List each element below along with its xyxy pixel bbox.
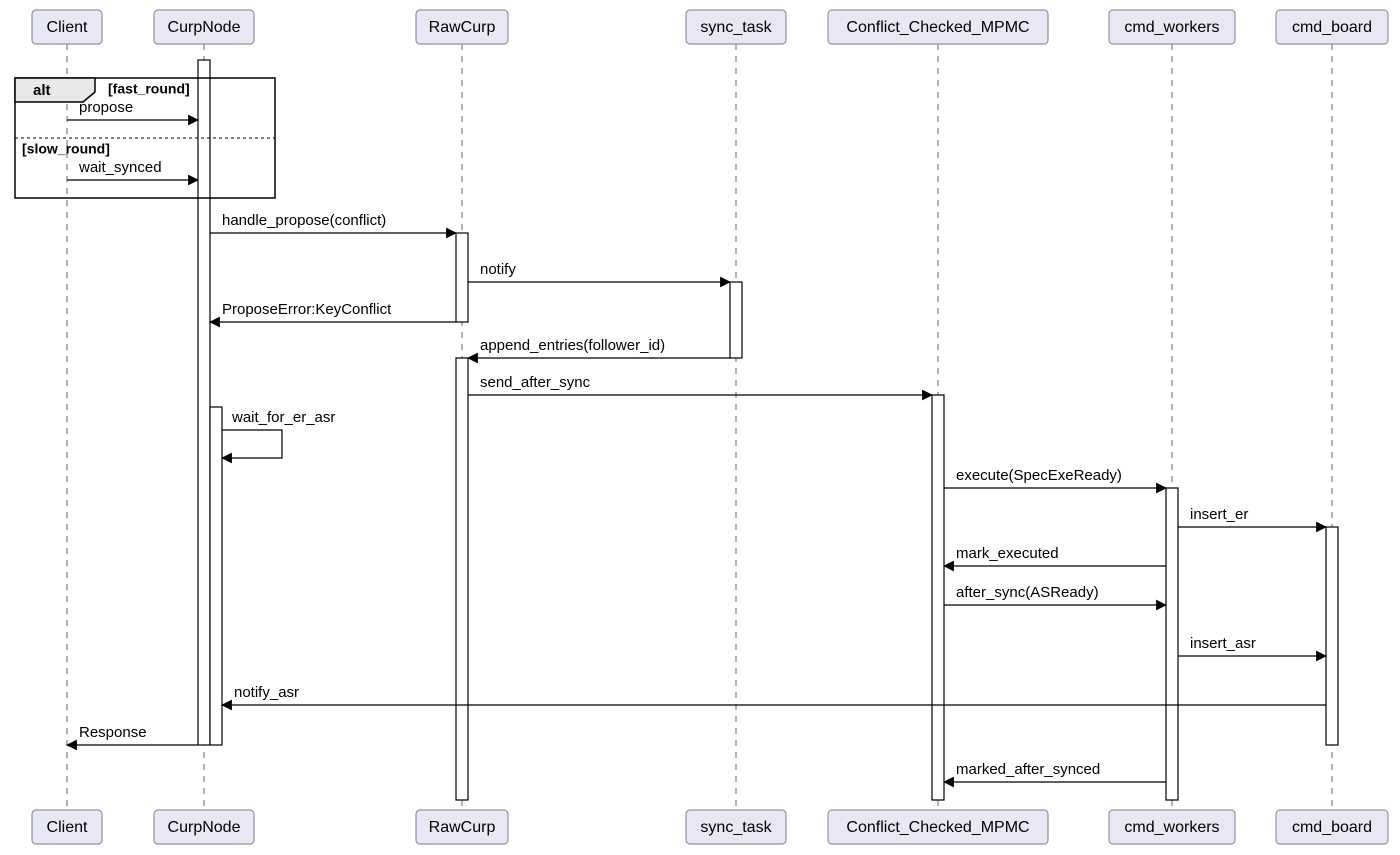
participant-label-synctask: sync_task: [700, 19, 772, 36]
participant-label-workers: cmd_workers: [1124, 819, 1219, 836]
participant-label-curpnode: CurpNode: [168, 19, 241, 36]
participant-label-mpmc: Conflict_Checked_MPMC: [846, 819, 1029, 836]
participant-label-rawcurp: RawCurp: [429, 19, 496, 36]
participant-label-board: cmd_board: [1292, 19, 1372, 36]
message-label: marked_after_synced: [956, 761, 1100, 778]
activation-rawcurp: [456, 358, 468, 800]
activation-curpnode: [210, 407, 222, 745]
activation-curpnode: [198, 60, 210, 745]
sequence-diagram: alt [fast_round] [slow_round] propose wait_s…: [0, 0, 1400, 855]
message-label: append_entries(follower_id): [480, 337, 665, 354]
participant-label-client: Client: [47, 819, 88, 836]
message-label: after_sync(ASReady): [956, 584, 1099, 601]
participant-label-mpmc: Conflict_Checked_MPMC: [846, 19, 1029, 36]
activation-rawcurp: [456, 233, 468, 322]
message-label: propose: [79, 99, 133, 116]
message-label: handle_propose(conflict): [222, 212, 386, 229]
message-label: notify: [480, 261, 516, 278]
message-label: wait_for_er_asr: [231, 409, 335, 426]
alt-label: alt: [33, 82, 51, 99]
participant-label-workers: cmd_workers: [1124, 19, 1219, 36]
participant-label-curpnode: CurpNode: [168, 819, 241, 836]
alt-guard: [fast_round]: [108, 81, 190, 97]
message-arrow: [222, 430, 282, 458]
alt-guard: [slow_round]: [22, 141, 110, 157]
participant-label-board: cmd_board: [1292, 819, 1372, 836]
activation-board: [1326, 527, 1338, 745]
message-label: notify_asr: [234, 684, 299, 701]
message-label: mark_executed: [956, 545, 1059, 562]
message-label: wait_synced: [78, 159, 162, 176]
message-label: send_after_sync: [480, 374, 591, 391]
message-label: insert_asr: [1190, 635, 1256, 652]
message-label: insert_er: [1190, 506, 1248, 523]
activation-synctask: [730, 282, 742, 358]
message-label: ProposeError:KeyConflict: [222, 301, 392, 318]
message-label: execute(SpecExeReady): [956, 467, 1122, 484]
participant-label-synctask: sync_task: [700, 819, 772, 836]
participant-label-rawcurp: RawCurp: [429, 819, 496, 836]
participant-label-client: Client: [47, 19, 88, 36]
activation-mpmc: [932, 395, 944, 800]
message-label: Response: [79, 724, 147, 741]
activation-workers: [1166, 488, 1178, 800]
